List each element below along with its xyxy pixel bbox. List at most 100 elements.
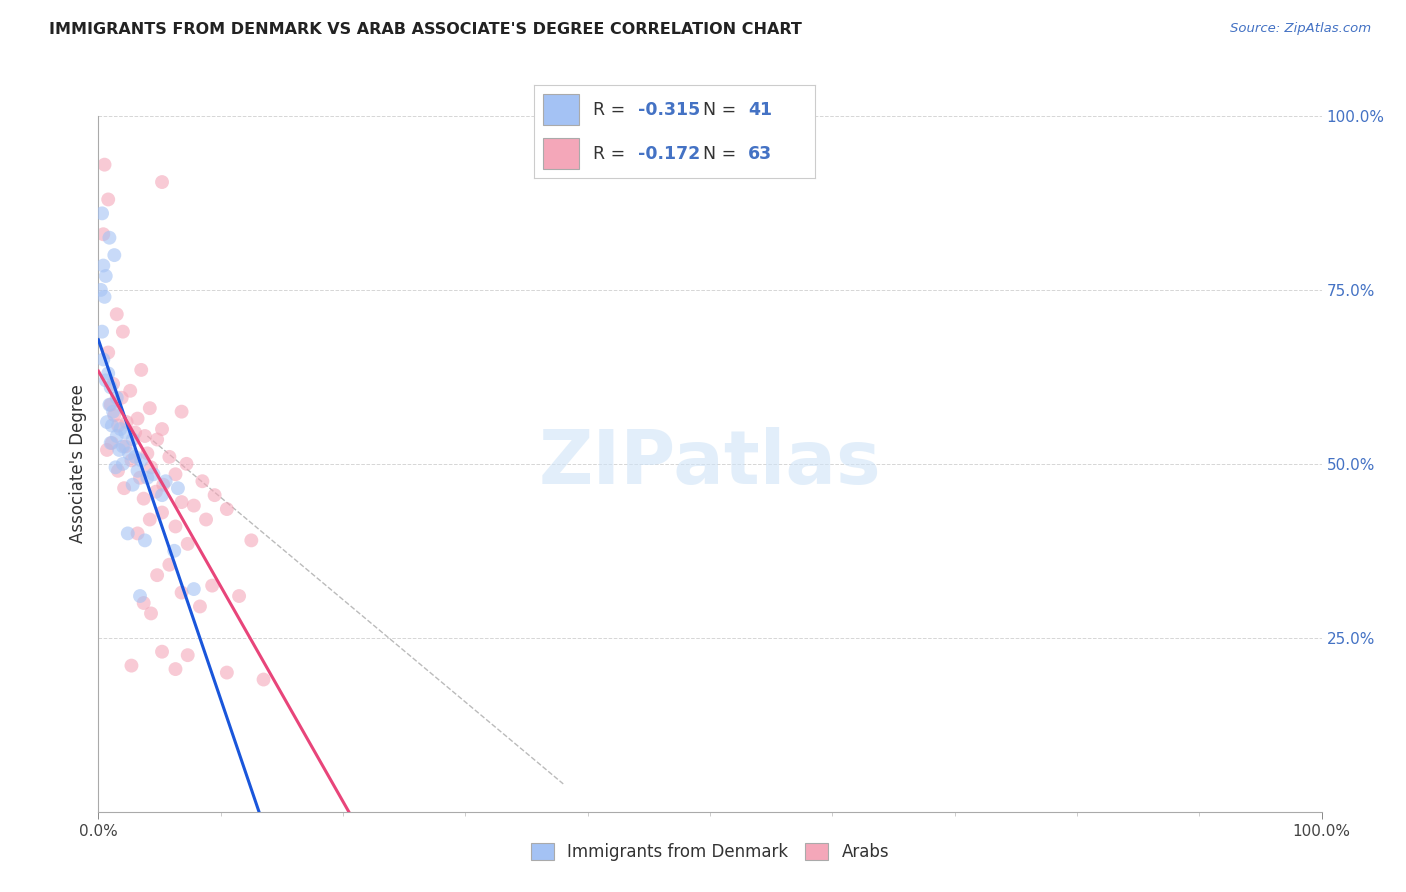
Point [157,450,180,464]
Point [100,436,122,450]
Point [124,450,146,464]
Point [165,519,187,533]
Point [155,475,177,489]
Point [150,422,173,436]
Point [104,460,127,475]
Point [114,440,136,454]
Point [110,422,132,436]
Point [145,484,167,499]
Point [146,568,169,582]
Point [91,227,114,242]
Point [105,391,128,405]
Point [97,367,120,381]
Point [107,418,129,433]
Point [105,307,128,321]
Point [111,325,134,339]
Point [136,471,159,485]
Point [98,398,121,412]
Point [121,433,143,447]
Point [91,259,114,273]
Point [111,457,134,471]
Point [101,436,124,450]
Point [139,607,162,621]
Point [127,411,149,425]
Point [132,491,155,506]
Point [101,405,124,419]
Point [93,158,115,172]
Point [177,648,200,662]
Point [112,481,135,495]
Point [150,506,173,520]
Point [101,418,124,433]
Point [96,415,118,429]
Point [93,290,115,304]
Text: -0.315: -0.315 [638,101,700,119]
Point [132,596,155,610]
Point [204,488,226,502]
Point [97,345,120,359]
Point [150,645,173,659]
Point [97,193,120,207]
Point [188,599,211,614]
Point [103,408,125,422]
Point [129,363,152,377]
Bar [543,138,579,169]
Text: R =: R = [593,145,631,162]
Y-axis label: Associate's Degree: Associate's Degree [69,384,87,543]
Point [165,662,187,676]
Point [127,526,149,541]
Point [201,578,224,592]
Point [139,460,162,475]
Text: Source: ZipAtlas.com: Source: ZipAtlas.com [1230,22,1371,36]
Point [134,429,156,443]
Point [94,268,117,283]
Point [114,425,136,440]
Text: 63: 63 [748,145,772,162]
Point [176,457,198,471]
Point [170,405,193,419]
Point [120,384,142,398]
Point [121,477,143,491]
Point [105,429,128,443]
Point [177,537,200,551]
Point [191,475,214,489]
Point [170,495,193,509]
Point [129,453,152,467]
Point [183,499,205,513]
Point [129,589,152,603]
Point [118,446,141,460]
Point [124,425,146,440]
Point [195,512,218,526]
Point [107,464,129,478]
Point [108,442,131,457]
Point [127,464,149,478]
Point [170,585,193,599]
Point [96,442,118,457]
Text: N =: N = [703,145,742,162]
Text: IMMIGRANTS FROM DENMARK VS ARAB ASSOCIATE'S DEGREE CORRELATION CHART: IMMIGRANTS FROM DENMARK VS ARAB ASSOCIAT… [49,22,801,37]
Point [94,373,117,387]
Legend: Immigrants from Denmark, Arabs: Immigrants from Denmark, Arabs [522,835,898,870]
Point [215,665,238,680]
Point [115,415,138,429]
Point [91,206,114,220]
Point [163,543,186,558]
Point [120,453,142,467]
Point [183,582,205,596]
Point [215,502,238,516]
Point [103,248,125,262]
Point [134,533,156,548]
Point [150,488,173,502]
Point [117,526,139,541]
Point [91,325,114,339]
Point [252,673,274,687]
Point [240,533,263,548]
Text: -0.172: -0.172 [638,145,700,162]
Text: R =: R = [593,101,631,119]
Point [167,481,190,495]
Point [129,471,152,485]
Point [228,589,250,603]
Point [98,230,121,244]
Point [120,658,142,673]
Text: N =: N = [703,101,742,119]
